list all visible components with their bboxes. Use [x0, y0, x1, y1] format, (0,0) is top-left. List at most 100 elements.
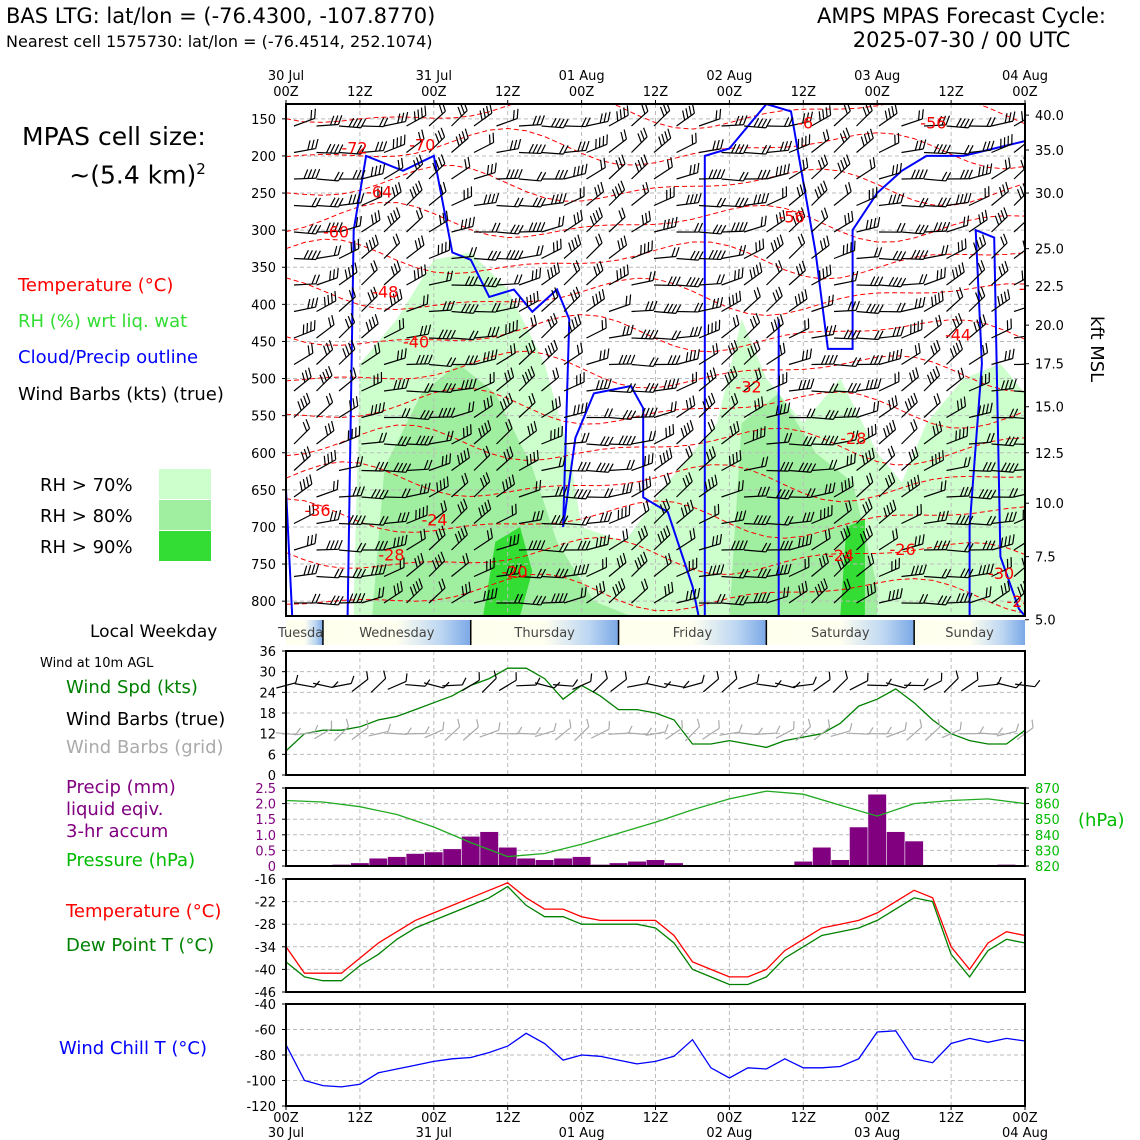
windchill-line: [285, 1030, 1026, 1088]
wind-barb: [383, 348, 407, 366]
wind-barb-staff: [991, 190, 1009, 206]
wind-barb-flag: [716, 139, 720, 150]
wind-barb-flag: [753, 194, 758, 205]
wind-barb: [766, 402, 791, 419]
wind-barb-flag: [888, 590, 892, 601]
wind-barb-grid-flag: [919, 719, 923, 728]
wind-barb: [518, 420, 538, 445]
wind-barb-staff: [451, 195, 472, 207]
legend-rh: RH (%) wrt liq. wat: [18, 311, 188, 332]
wind-barb-flag: [669, 188, 672, 199]
wind-barb-flag: [805, 349, 809, 360]
wind-barb-flag: [755, 313, 761, 323]
wind-barb-flag: [561, 215, 565, 226]
wind-barb-flag: [315, 225, 322, 235]
wind-barb-flag: [442, 212, 445, 223]
cloud-outline-4: [968, 228, 1025, 616]
wind-barb-flag: [938, 314, 942, 325]
wind-barb-flag: [685, 108, 689, 118]
wind-barb-flag: [900, 222, 906, 233]
wind-barb-flag: [958, 264, 962, 275]
wind-barb: [968, 586, 992, 604]
wind-barb-flag: [715, 535, 719, 546]
wind-barb: [451, 104, 468, 127]
wind-barb-flag: [851, 301, 857, 311]
wind-barb-grid-staff: [516, 732, 537, 735]
wind-barb-flag: [933, 540, 939, 551]
wind-barb-staff: [1013, 274, 1025, 286]
precip-bar: [368, 857, 388, 867]
pressure-ytick-label: 840: [1035, 829, 1060, 844]
wind-barb-flag: [801, 137, 803, 148]
wind-barb: [428, 270, 454, 286]
wind-barb-flag: [892, 250, 899, 260]
wind-barb-grid: [313, 720, 333, 740]
wind-barb-staff: [1013, 244, 1025, 259]
wind-barb-flag: [689, 589, 693, 600]
wind-barb-flag: [467, 188, 469, 199]
wind-barb-flag: [828, 383, 835, 393]
wind-barb: [766, 586, 790, 604]
wind-barb-grid-flag: [535, 727, 542, 735]
wind-barb-flag: [508, 322, 511, 333]
wind-barb-staff: [811, 189, 828, 206]
wind-barb-flag: [892, 326, 897, 337]
wind-barb: [946, 215, 970, 233]
wind-barb-flag: [798, 210, 803, 220]
wind-barb: [923, 510, 949, 525]
wind-barb-flag: [487, 420, 492, 430]
wind-barb-staff: [788, 143, 810, 154]
wind-barb-flag: [779, 564, 784, 575]
pressure-tick-label: 150: [251, 113, 276, 128]
wind-barb-flag: [311, 274, 317, 285]
wind-barb-flag: [327, 366, 333, 376]
kft-tick-label: 40.0: [1035, 109, 1064, 124]
wind-barb-staff: [518, 548, 542, 551]
wind-barb-flag: [913, 392, 918, 403]
top-date-label: 01 Aug: [559, 69, 605, 84]
top-date-label: 04 Aug: [1002, 69, 1048, 84]
pressure-ytick-label: 860: [1035, 798, 1060, 813]
wind-barb-flag: [577, 540, 583, 551]
wind-barb-flag: [922, 169, 928, 179]
wind-barb: [991, 157, 1011, 180]
bottom-date-label: 31 Jul: [416, 1126, 452, 1140]
wind-barb-flag: [327, 317, 332, 328]
wind-barb-flag: [914, 224, 921, 234]
wind-barb-staff: [766, 295, 783, 312]
wind-barb: [383, 436, 412, 447]
wind-barb-grid-flag: [886, 726, 892, 735]
wind-barb-flag: [957, 313, 963, 323]
wind-barb-flag: [877, 354, 883, 365]
wind-barb: [631, 329, 659, 340]
wind-barb-flag: [431, 560, 437, 570]
wind-barb: [856, 525, 873, 551]
wind-barb: [361, 371, 383, 392]
wind-barb-flag: [963, 169, 969, 180]
wind-barb-flag: [708, 169, 714, 179]
wind-barb-flag: [1019, 186, 1025, 196]
wind-barb-flag: [347, 315, 353, 326]
wind-barb-flag: [356, 456, 360, 467]
wind-barb-flag: [374, 540, 381, 551]
wind-barb: [338, 396, 359, 419]
wind-barb-flag: [981, 212, 985, 222]
wind-barb-grid-flag: [424, 726, 430, 734]
wind-barb-grid-flag: [997, 727, 1003, 735]
wind-barb-flag: [868, 450, 872, 460]
wind-barb-flag: [403, 134, 406, 145]
wind-barb: [766, 342, 786, 366]
rh-region-80: [372, 363, 631, 616]
wind-barb: [631, 551, 648, 577]
wind-barb-flag: [873, 402, 876, 413]
wind-barb-flag: [311, 593, 317, 604]
wind-barb-flag: [419, 484, 423, 495]
wind-barb-flag: [348, 289, 353, 300]
wind-barb-flag: [382, 461, 389, 472]
wind-barb-flag: [373, 260, 378, 270]
wind-barb-flag: [764, 456, 769, 467]
wind-barb-flag: [978, 565, 983, 576]
wind-barb-flag: [828, 435, 835, 445]
wind-barb-flag: [941, 245, 945, 256]
wind-barb-flag: [508, 392, 513, 403]
